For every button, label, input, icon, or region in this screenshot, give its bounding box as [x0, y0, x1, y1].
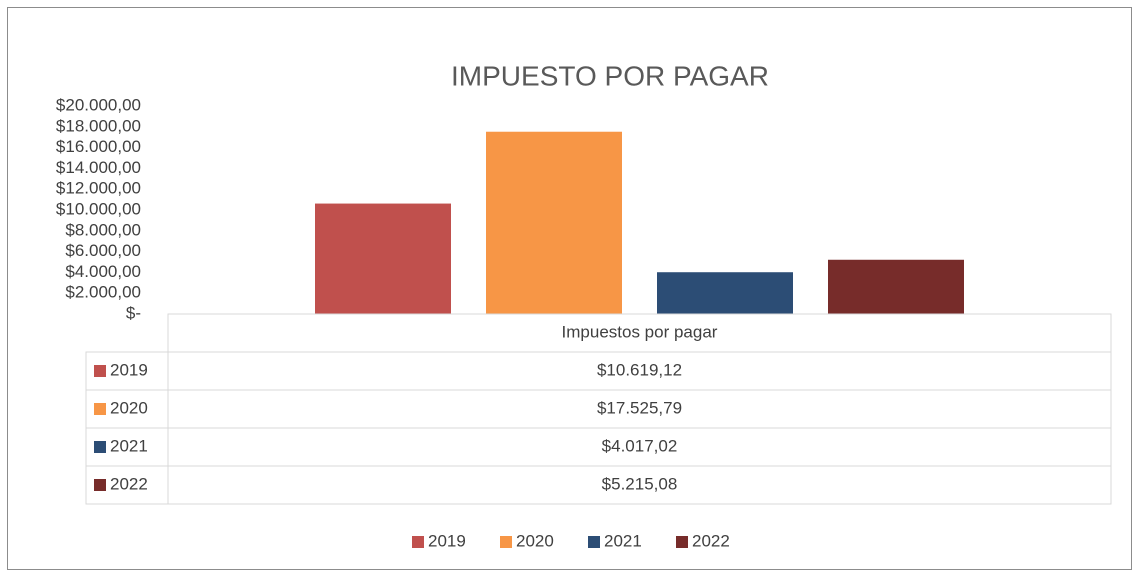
table-value: $5.215,08 [602, 474, 678, 493]
y-tick-label: $14.000,00 [56, 158, 141, 177]
legend-key [412, 536, 424, 548]
legend-label: 2019 [428, 531, 466, 550]
chart-title: IMPUESTO POR PAGAR [451, 60, 769, 91]
y-tick-label: $12.000,00 [56, 179, 141, 198]
y-tick-label: $- [126, 303, 141, 322]
table-row-header: 2021 [110, 436, 148, 455]
table-cell [167, 465, 1112, 505]
y-tick-label: $8.000,00 [65, 220, 141, 239]
legend-label: 2021 [604, 531, 642, 550]
table-row-header: 2019 [110, 360, 148, 379]
table-legend-key [94, 403, 106, 415]
y-tick-label: $10.000,00 [56, 199, 141, 218]
legend-label: 2020 [516, 531, 554, 550]
bar [315, 203, 451, 314]
table-legend-key [94, 479, 106, 491]
bar [486, 131, 622, 314]
table-value: $4.017,02 [602, 436, 678, 455]
legend-label: 2022 [692, 531, 730, 550]
legend-key [588, 536, 600, 548]
legend-key [676, 536, 688, 548]
table-legend-key [94, 441, 106, 453]
table-row-header: 2022 [110, 474, 148, 493]
legend-key [500, 536, 512, 548]
table-value: $17.525,79 [597, 398, 682, 417]
table-row-header: 2020 [110, 398, 148, 417]
bar [657, 272, 793, 314]
y-tick-label: $18.000,00 [56, 116, 141, 135]
y-tick-label: $20.000,00 [56, 95, 141, 114]
bar [828, 259, 964, 314]
table-header: Impuestos por pagar [562, 322, 718, 341]
table-value: $10.619,12 [597, 360, 682, 379]
table-legend-key [94, 365, 106, 377]
y-tick-label: $16.000,00 [56, 137, 141, 156]
y-tick-label: $6.000,00 [65, 241, 141, 260]
y-tick-label: $4.000,00 [65, 262, 141, 281]
y-tick-label: $2.000,00 [65, 283, 141, 302]
